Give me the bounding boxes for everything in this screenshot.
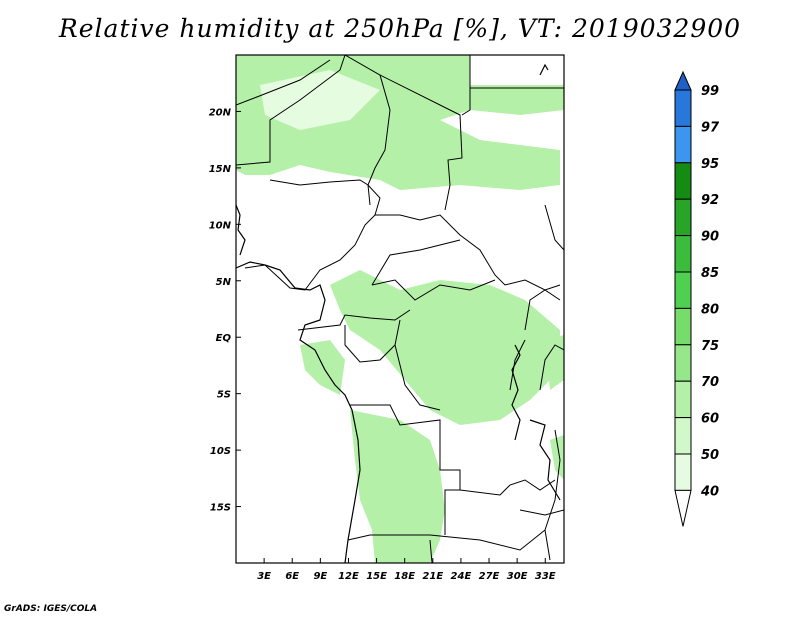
lat-tick-label: 20N	[209, 107, 232, 118]
colorbar-label: 80	[701, 302, 719, 317]
colorbar-segment	[674, 235, 692, 273]
lat-tick-label: 15N	[209, 164, 232, 175]
lon-tick-label: 33E	[535, 571, 556, 582]
humidity-region-southeast	[550, 435, 564, 480]
credit-text: GrADS: IGES/COLA	[4, 604, 98, 614]
colorbar-segment	[674, 89, 692, 127]
lat-tick-label: 5S	[217, 390, 231, 401]
colorbar-label: 85	[701, 266, 719, 281]
colorbar-segment	[674, 344, 692, 382]
humidity-region-north-light	[260, 70, 380, 130]
lat-tick-label: 10S	[210, 446, 231, 457]
lat-tick-label: 15S	[210, 503, 231, 514]
colorbar: 99 97 95 92 90 85 80 75 70 60 50 40	[674, 70, 720, 527]
lon-tick-label: 6E	[285, 571, 299, 582]
coastline	[236, 63, 561, 563]
colorbar-segment	[674, 380, 692, 419]
colorbar-segment	[674, 271, 692, 309]
colorbar-label: 97	[701, 120, 720, 135]
map-frame	[235, 54, 565, 564]
lat-tick-label: 10N	[209, 220, 232, 231]
colorbar-label: 70	[701, 375, 719, 390]
lon-tick-label: 27E	[479, 571, 500, 582]
humidity-region-west	[300, 340, 345, 395]
colorbar-segment	[674, 162, 692, 200]
colorbar-bottom-triangle	[674, 489, 692, 527]
lat-tick-label: EQ	[216, 333, 232, 344]
colorbar-label: 75	[701, 339, 719, 354]
humidity-region-central	[330, 270, 560, 425]
colorbar-segment	[674, 198, 692, 237]
colorbar-segment	[674, 417, 692, 455]
colorbar-label: 60	[701, 412, 719, 427]
lon-tick-label: 15E	[366, 571, 387, 582]
colorbar-label: 92	[701, 193, 719, 208]
humidity-field	[236, 55, 564, 563]
lon-tick-label: 9E	[313, 571, 327, 582]
country-borders	[236, 55, 564, 563]
colorbar-top-triangle	[674, 70, 692, 91]
lat-tick-label: 5N	[216, 277, 232, 288]
chart-title: Relative humidity at 250hPa [%], VT: 201…	[58, 14, 742, 43]
colorbar-label: 40	[700, 484, 719, 499]
colorbar-label: 95	[701, 157, 719, 172]
latitude-axis: 20N 15N 10N 5N EQ 5S 10S 15S	[209, 107, 241, 514]
lon-tick-label: 30E	[507, 571, 528, 582]
lon-tick-label: 21E	[422, 571, 443, 582]
lon-tick-label: 24E	[451, 571, 472, 582]
colorbar-segment	[674, 307, 692, 346]
colorbar-label: 50	[701, 448, 719, 463]
humidity-region-east	[545, 335, 564, 390]
lon-tick-label: 3E	[257, 571, 271, 582]
colorbar-segment	[674, 125, 692, 164]
colorbar-label: 90	[701, 230, 719, 245]
colorbar-segment	[674, 453, 692, 491]
colorbar-label: 99	[701, 84, 719, 99]
longitude-axis: 3E 6E 9E 12E 15E 18E 21E 24E 27E 30E 33E	[257, 558, 556, 582]
lon-tick-label: 12E	[338, 571, 359, 582]
humidity-region-south	[350, 410, 445, 563]
lon-tick-label: 18E	[394, 571, 415, 582]
